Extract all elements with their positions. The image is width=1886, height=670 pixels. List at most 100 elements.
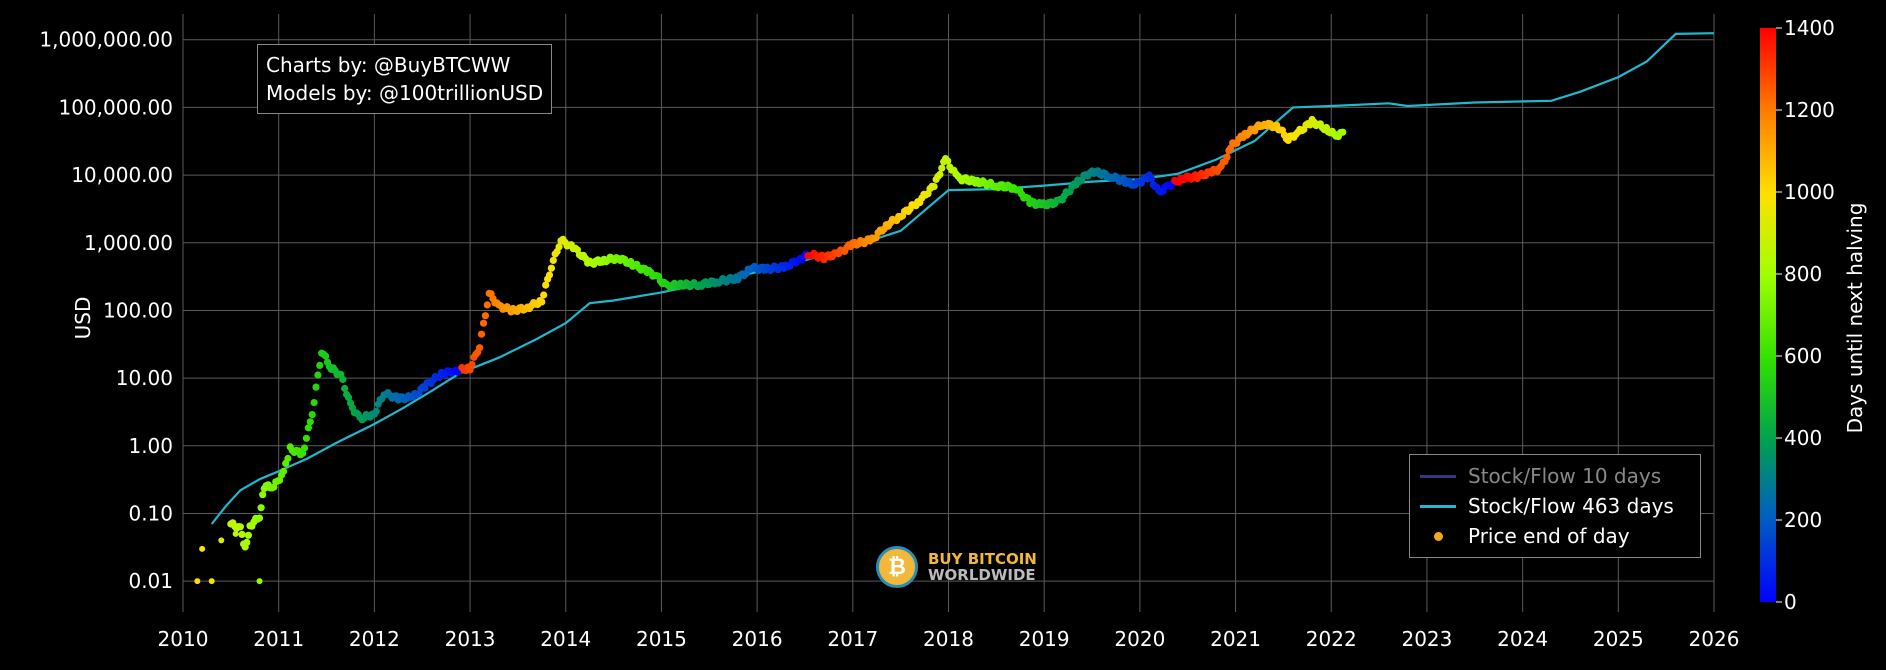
price-dot [547,264,556,272]
price-dot [549,256,557,264]
price-dot [481,312,489,320]
price-dot [256,578,263,585]
legend-line-icon [1420,475,1456,478]
x-tick-label: 2025 [1593,627,1644,651]
x-tick-label: 2014 [540,627,591,651]
price-dot [938,164,946,172]
price-dot [1147,175,1155,183]
x-tick-label: 2020 [1114,627,1165,651]
price-dot [299,449,307,457]
colorbar-tick-label: 1400 [1784,16,1835,40]
y-tick-label: 10,000.00 [71,163,173,187]
price-dot [1223,153,1231,161]
colorbar-title: Days until next halving [1843,203,1867,434]
credits-box: Charts by: @BuyBTCWW Models by: @100tril… [257,44,553,114]
price-dot [545,271,554,279]
colorbar: 0 200 400 600 800 1000 1200 1400 Days until nex… [1760,16,1867,614]
legend-item-sf10[interactable]: Stock/Flow 10 days [1418,461,1692,491]
price-dot [244,531,252,539]
colorbar-tick-label: 400 [1784,426,1822,450]
price-dot [194,578,201,585]
price-dot [279,467,288,475]
price-dot [1339,128,1347,136]
price-dots [194,115,1347,585]
watermark-line1: BUY BITCOIN [928,550,1037,568]
price-dot [538,298,546,306]
watermark-logo: ₿ BUY BITCOIN WORLDWIDE [876,546,1037,588]
price-dot [372,407,380,415]
legend: Stock/Flow 10 days Stock/Flow 463 days P… [1409,454,1701,558]
x-tick-label: 2017 [827,627,878,651]
price-dot [259,491,267,499]
colorbar-tick-label: 1200 [1784,98,1835,122]
price-dot [316,361,324,369]
price-dot [476,344,484,352]
legend-label-sf463: Stock/Flow 463 days [1468,494,1674,518]
price-dot [308,411,316,419]
legend-label-sf10: Stock/Flow 10 days [1468,464,1662,488]
price-dot [199,545,206,552]
price-dot [944,157,952,165]
legend-line-icon [1420,505,1456,508]
legend-item-price[interactable]: Price end of day [1418,521,1692,551]
colorbar-tick-label: 600 [1784,344,1822,368]
price-dot [540,291,548,299]
price-dot [542,281,550,289]
x-tick-label: 2011 [253,627,304,651]
price-dot [208,578,215,585]
colorbar-tick-label: 0 [1784,590,1797,614]
price-dot [477,330,486,338]
price-dot [284,454,292,463]
x-tick-label: 2013 [445,627,496,651]
x-tick-label: 2010 [158,627,209,651]
y-axis: 0.01 0.10 1.00 10.00 100.00 1,000.00 10,000.00… [39,28,173,593]
x-tick-label: 2022 [1306,627,1357,651]
price-dot [218,537,225,544]
price-dot [468,361,476,369]
price-dot [322,352,330,360]
x-tick-label: 2024 [1497,627,1548,651]
colorbar-gradient [1760,28,1776,602]
x-tick-label: 2016 [732,627,783,651]
price-dot [339,375,347,384]
price-dot [555,243,563,251]
price-dot [232,530,239,537]
legend-dot-icon [1434,532,1443,541]
price-dot [238,530,246,539]
price-dot [312,383,320,391]
bitcoin-logo-icon: ₿ [876,546,918,588]
x-tick-label: 2019 [1019,627,1070,651]
price-dot [243,538,251,547]
price-dot [236,523,244,531]
y-tick-label: 1,000,000.00 [39,28,173,52]
price-dot [479,319,488,327]
y-tick-label: 100.00 [103,298,173,322]
price-dot [314,371,322,379]
price-dot [306,418,314,426]
y-tick-label: 1.00 [128,434,173,458]
y-tick-label: 10.00 [116,366,173,390]
legend-item-sf463[interactable]: Stock/Flow 463 days [1418,491,1692,521]
credits-chart-author: Charts by: @BuyBTCWW [266,53,511,77]
price-dot [300,444,309,452]
price-dot [255,514,264,522]
credits-model-author: Models by: @100trillionUSD [266,81,544,105]
price-dot [344,393,353,401]
x-tick-label: 2012 [349,627,400,651]
price-dot [310,399,318,407]
y-tick-label: 0.01 [128,569,173,593]
x-tick-label: 2015 [636,627,687,651]
colorbar-tick-label: 800 [1784,262,1822,286]
y-tick-label: 0.10 [128,501,173,525]
price-dot [930,183,938,191]
y-tick-label: 100,000.00 [58,95,173,119]
x-tick-label: 2026 [1689,627,1740,651]
colorbar-tick-label: 200 [1784,508,1822,532]
x-tick-label: 2021 [1210,627,1261,651]
x-tick-label: 2023 [1401,627,1452,651]
legend-label-price: Price end of day [1468,524,1630,548]
price-dot [483,301,491,309]
x-axis: 2010 2011 2012 2013 2014 2015 2016 2017 2018 2019… [158,627,1740,651]
price-dot [341,384,349,393]
price-dot [304,424,312,432]
